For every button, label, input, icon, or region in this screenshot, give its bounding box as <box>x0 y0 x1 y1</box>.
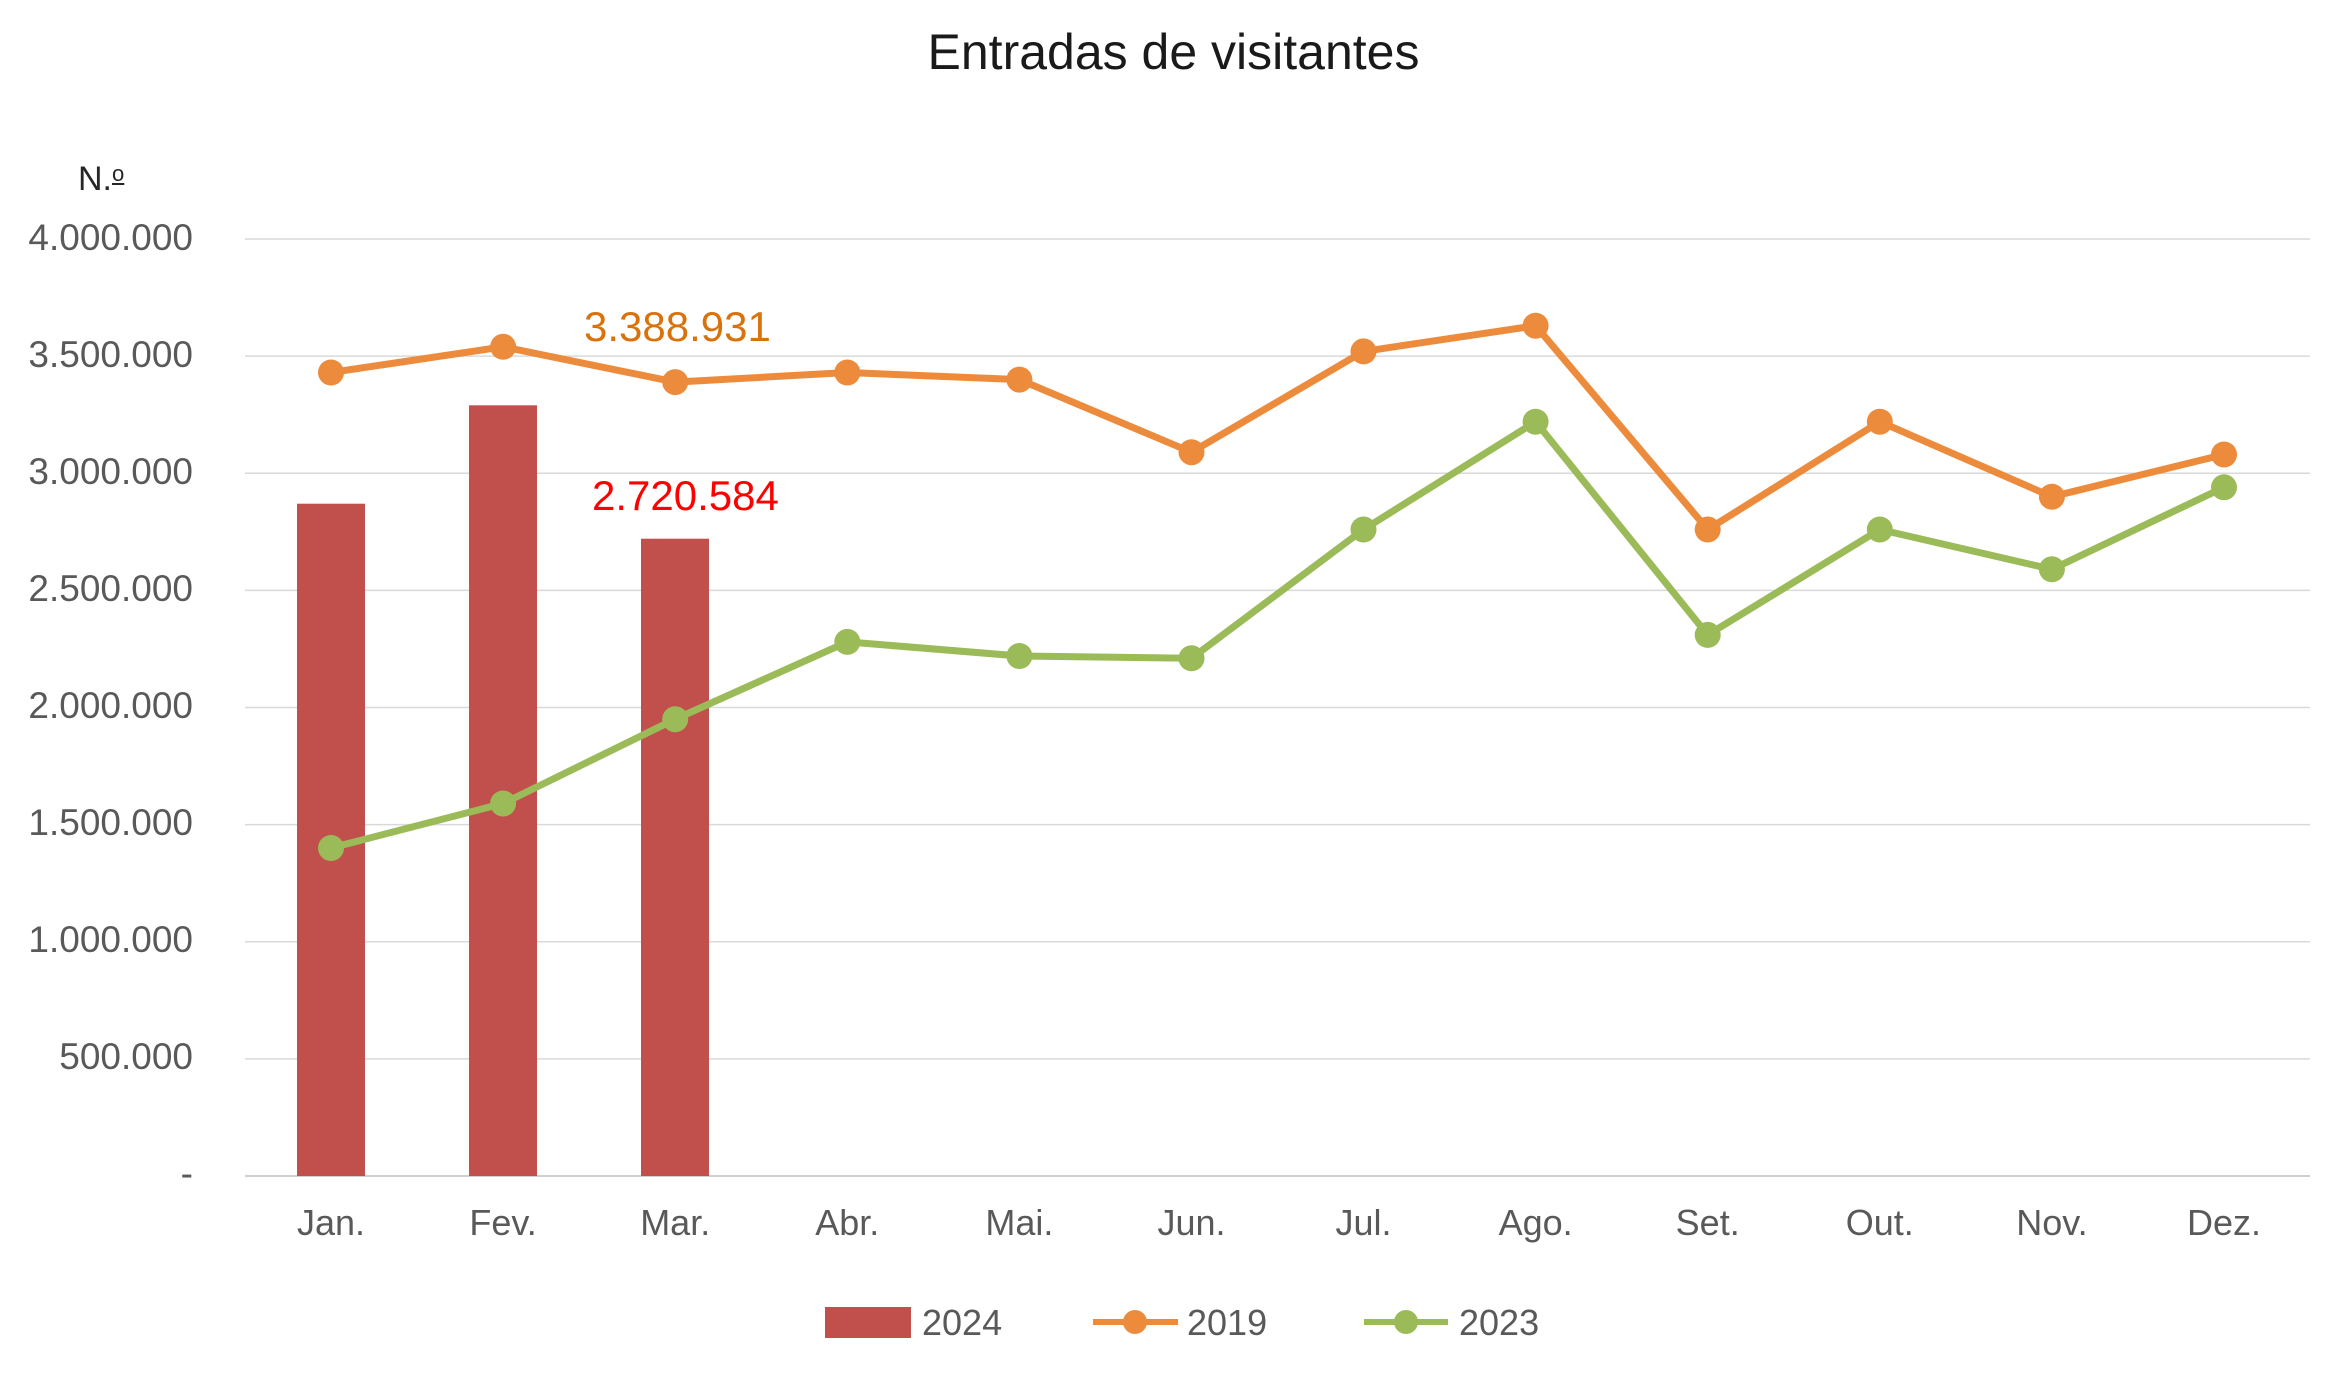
svg-text:4.000.000: 4.000.000 <box>28 217 193 258</box>
svg-text:-: - <box>181 1153 193 1194</box>
svg-text:2023: 2023 <box>1459 1302 1539 1343</box>
svg-text:Set.: Set. <box>1676 1202 1740 1243</box>
svg-text:2.500.000: 2.500.000 <box>28 568 193 609</box>
svg-text:Dez.: Dez. <box>2187 1202 2261 1243</box>
svg-text:1.500.000: 1.500.000 <box>28 802 193 843</box>
svg-text:2019: 2019 <box>1187 1302 1267 1343</box>
svg-text:Ago.: Ago. <box>1499 1202 1573 1243</box>
svg-text:1.000.000: 1.000.000 <box>28 919 193 960</box>
svg-text:3.388.931: 3.388.931 <box>584 303 771 350</box>
svg-text:Abr.: Abr. <box>815 1202 879 1243</box>
svg-text:3.000.000: 3.000.000 <box>28 451 193 492</box>
svg-text:3.500.000: 3.500.000 <box>28 334 193 375</box>
svg-text:Mar.: Mar. <box>640 1202 710 1243</box>
svg-text:Jul.: Jul. <box>1335 1202 1391 1243</box>
svg-text:500.000: 500.000 <box>59 1036 193 1077</box>
svg-text:Jun.: Jun. <box>1157 1202 1225 1243</box>
svg-text:Nov.: Nov. <box>2016 1202 2087 1243</box>
svg-text:Jan.: Jan. <box>297 1202 365 1243</box>
svg-text:Mai.: Mai. <box>985 1202 1053 1243</box>
svg-text:2.720.584: 2.720.584 <box>592 472 779 519</box>
svg-text:Out.: Out. <box>1846 1202 1914 1243</box>
svg-text:Fev.: Fev. <box>469 1202 536 1243</box>
svg-text:2.000.000: 2.000.000 <box>28 685 193 726</box>
svg-text:2024: 2024 <box>922 1302 1002 1343</box>
